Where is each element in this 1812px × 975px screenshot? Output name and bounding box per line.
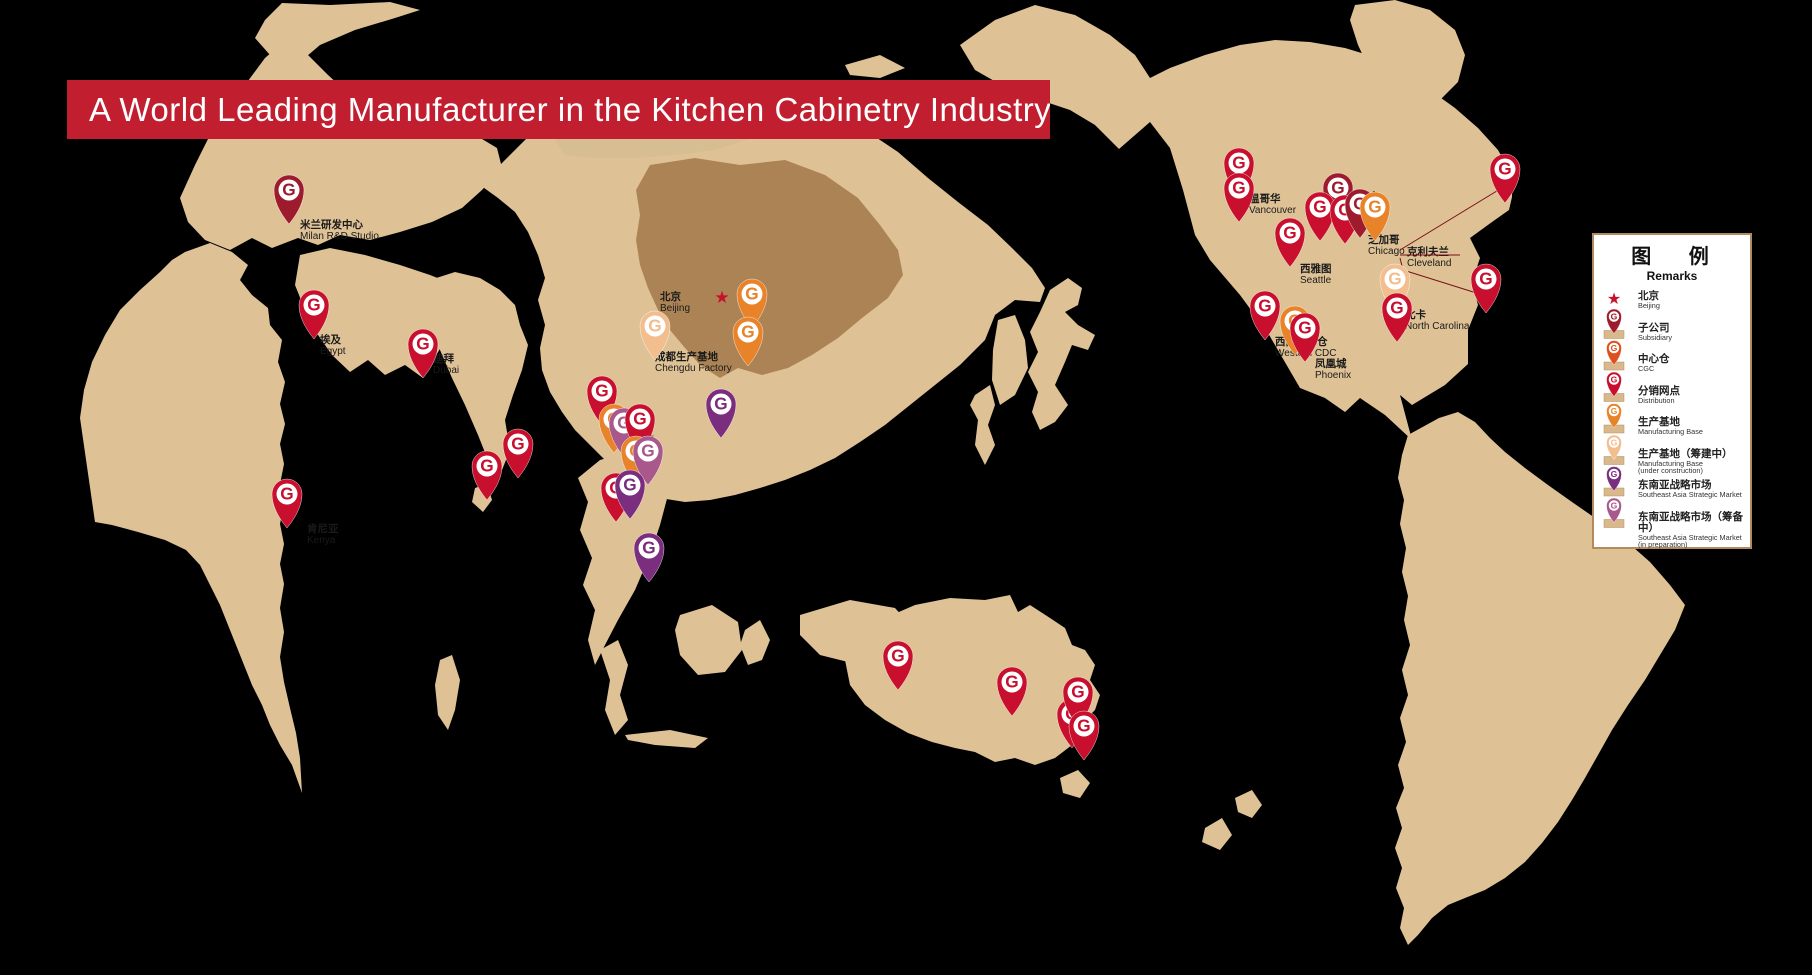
svg-text:Seattle: Seattle bbox=[1300, 275, 1332, 286]
svg-text:Kenya: Kenya bbox=[307, 535, 336, 546]
svg-text:G: G bbox=[1298, 318, 1311, 338]
svg-text:G: G bbox=[416, 334, 429, 354]
svg-text:G: G bbox=[623, 475, 636, 495]
svg-text:G: G bbox=[1077, 716, 1090, 736]
svg-text:北京: 北京 bbox=[660, 290, 681, 303]
svg-text:G: G bbox=[1232, 153, 1245, 173]
svg-text:G: G bbox=[282, 180, 295, 200]
svg-text:成都生产基地: 成都生产基地 bbox=[655, 350, 718, 363]
svg-text:G: G bbox=[1368, 197, 1381, 217]
svg-text:G: G bbox=[1331, 178, 1344, 198]
svg-text:G: G bbox=[307, 295, 320, 315]
svg-text:Phoenix: Phoenix bbox=[1315, 370, 1351, 381]
svg-text:Milan R&D Studio: Milan R&D Studio bbox=[300, 231, 379, 242]
svg-text:Chicago: Chicago bbox=[1368, 246, 1405, 257]
svg-text:North Carolina: North Carolina bbox=[1405, 321, 1470, 332]
svg-text:G: G bbox=[1390, 298, 1403, 318]
svg-text:Chengdu Factory: Chengdu Factory bbox=[655, 363, 732, 374]
svg-text:G: G bbox=[648, 316, 661, 336]
svg-text:埃及: 埃及 bbox=[320, 333, 341, 346]
svg-text:G: G bbox=[1611, 469, 1618, 479]
svg-text:Beijing: Beijing bbox=[660, 303, 690, 314]
svg-text:G: G bbox=[1232, 178, 1245, 198]
svg-text:G: G bbox=[1258, 296, 1271, 316]
svg-text:G: G bbox=[511, 434, 524, 454]
svg-text:G: G bbox=[1611, 343, 1618, 353]
svg-text:Cleveland: Cleveland bbox=[1407, 258, 1451, 269]
svg-text:G: G bbox=[891, 646, 904, 666]
svg-text:G: G bbox=[642, 538, 655, 558]
svg-text:凤凰城: 凤凰城 bbox=[1315, 357, 1347, 370]
svg-text:G: G bbox=[280, 484, 293, 504]
svg-text:G: G bbox=[1479, 269, 1492, 289]
svg-text:Egypt: Egypt bbox=[320, 346, 346, 357]
svg-text:★: ★ bbox=[714, 288, 729, 307]
svg-text:G: G bbox=[1611, 500, 1618, 510]
svg-text:G: G bbox=[641, 441, 654, 461]
svg-text:G: G bbox=[1388, 269, 1401, 289]
svg-text:G: G bbox=[633, 409, 646, 429]
svg-text:G: G bbox=[1498, 159, 1511, 179]
svg-text:Dubai: Dubai bbox=[433, 365, 459, 376]
svg-text:★: ★ bbox=[1607, 291, 1621, 308]
svg-text:G: G bbox=[1283, 223, 1296, 243]
svg-text:G: G bbox=[714, 394, 727, 414]
svg-text:G: G bbox=[1071, 682, 1084, 702]
svg-text:G: G bbox=[1611, 374, 1618, 384]
svg-text:温哥华: 温哥华 bbox=[1249, 192, 1281, 205]
svg-text:米兰研发中心: 米兰研发中心 bbox=[299, 218, 363, 231]
svg-text:Vancouver: Vancouver bbox=[1249, 205, 1297, 216]
svg-text:G: G bbox=[1611, 437, 1618, 447]
svg-text:西雅图: 西雅图 bbox=[1300, 262, 1332, 275]
svg-text:G: G bbox=[741, 322, 754, 342]
svg-text:G: G bbox=[480, 456, 493, 476]
svg-text:肯尼亚: 肯尼亚 bbox=[307, 522, 339, 535]
svg-text:G: G bbox=[1313, 197, 1326, 217]
svg-text:G: G bbox=[1611, 311, 1618, 321]
svg-text:克利夫兰: 克利夫兰 bbox=[1407, 245, 1449, 258]
svg-text:G: G bbox=[745, 284, 758, 304]
svg-text:G: G bbox=[1611, 406, 1618, 416]
svg-text:G: G bbox=[1005, 672, 1018, 692]
svg-text:G: G bbox=[595, 381, 608, 401]
